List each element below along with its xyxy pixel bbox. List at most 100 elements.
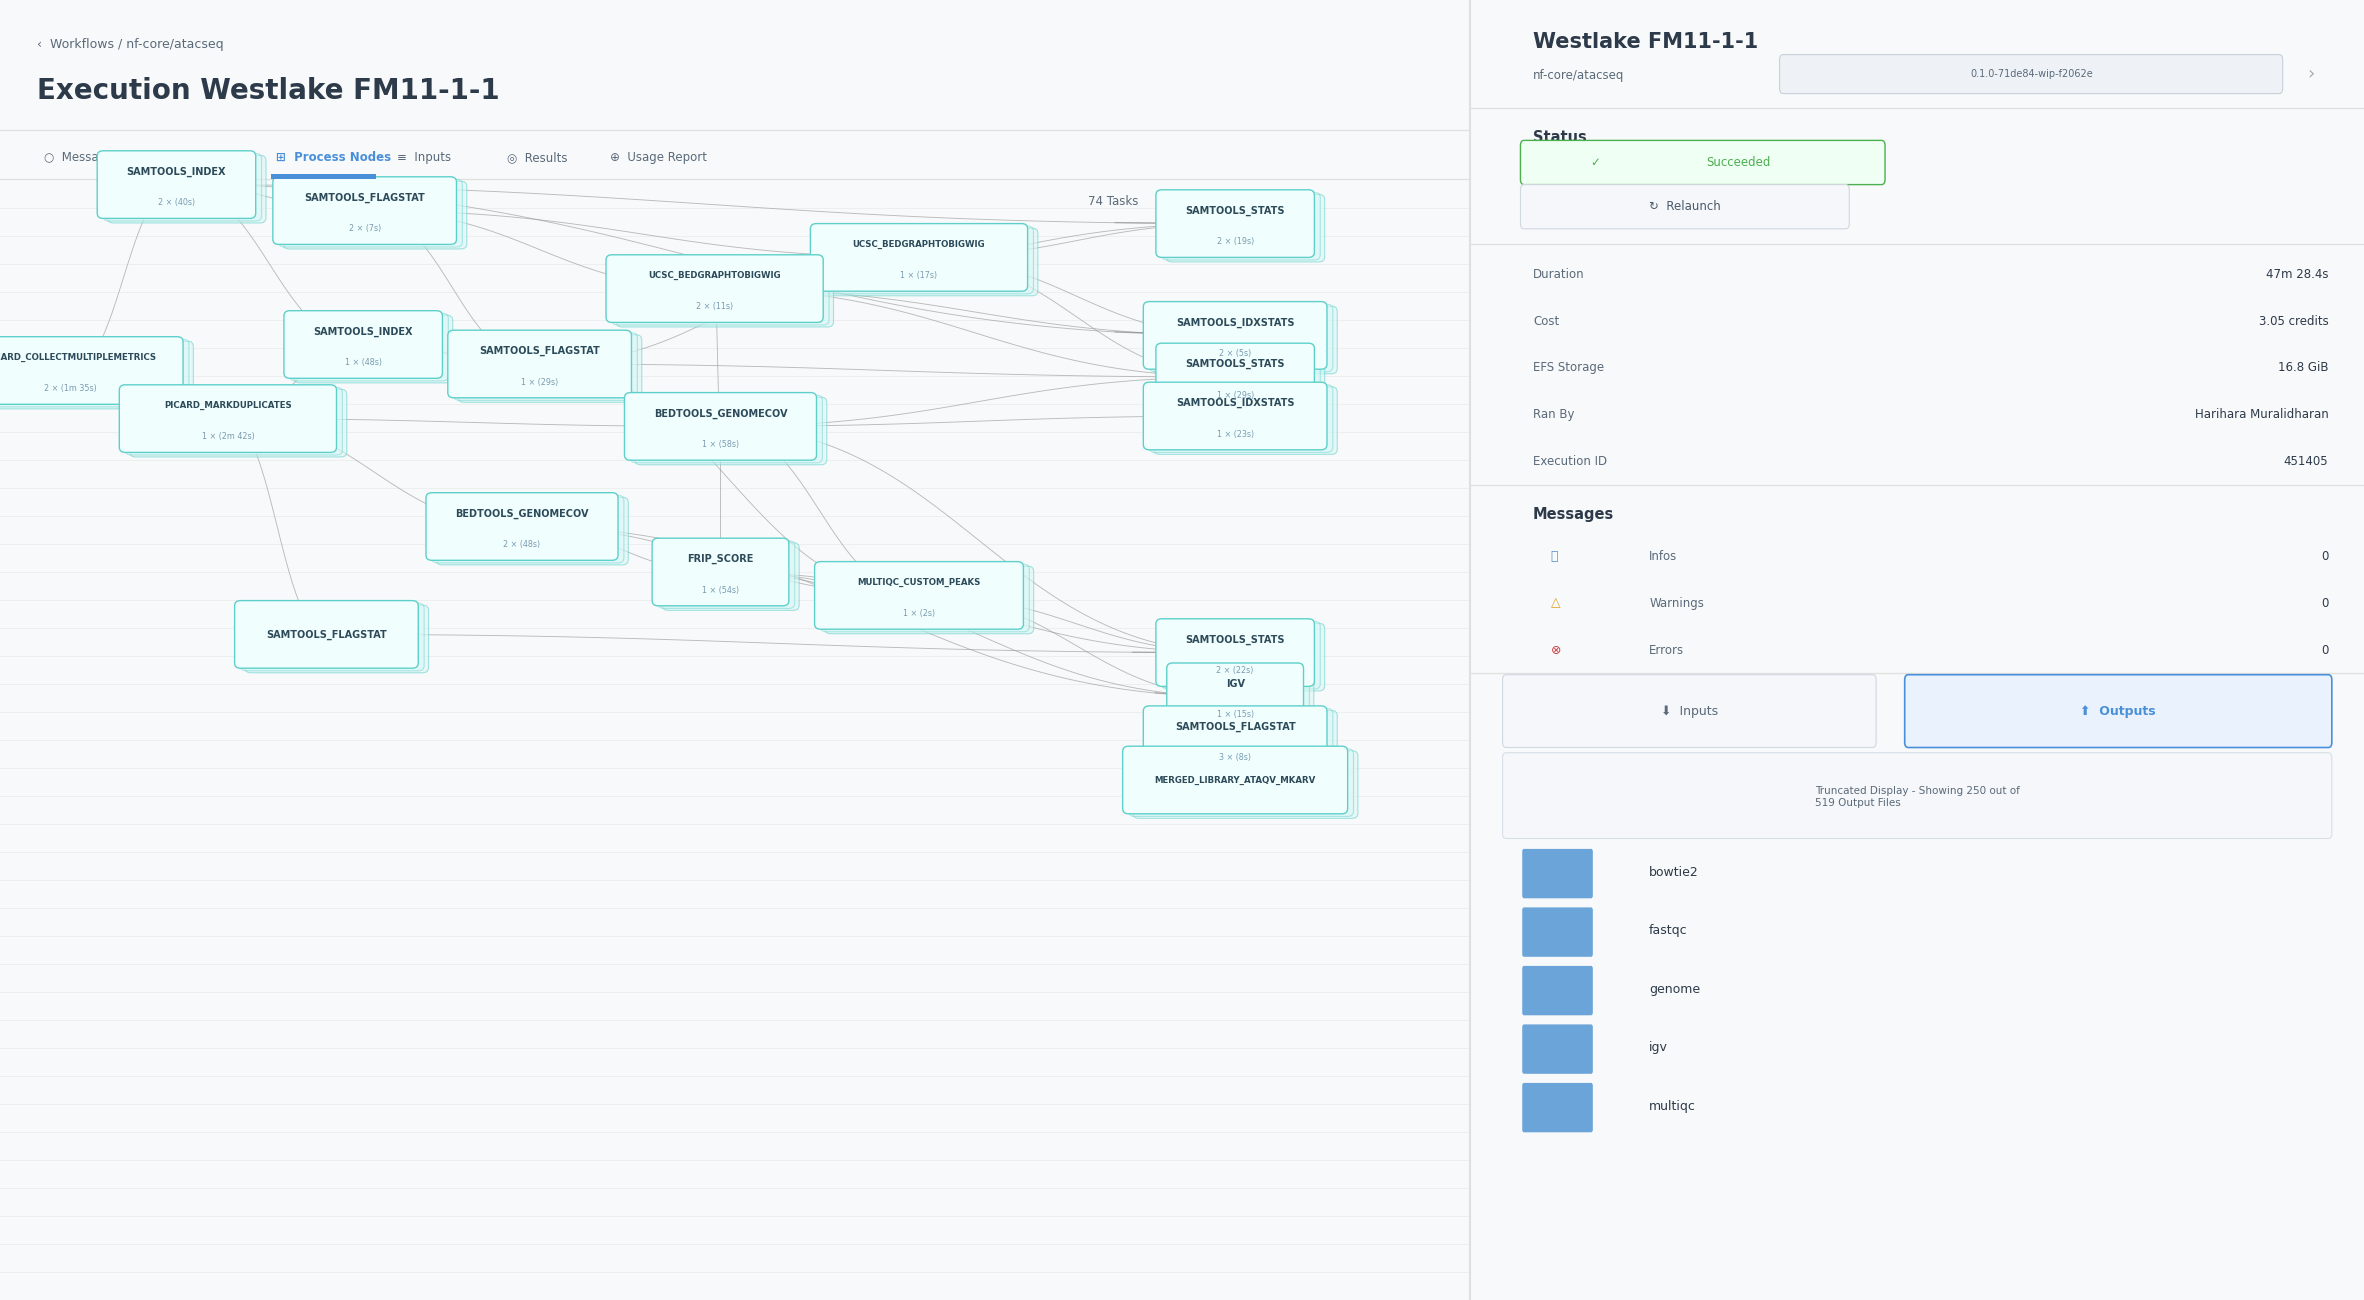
FancyBboxPatch shape	[1154, 710, 1338, 777]
FancyBboxPatch shape	[605, 255, 823, 322]
Text: ⊕  Usage Report: ⊕ Usage Report	[610, 151, 707, 164]
FancyBboxPatch shape	[1165, 347, 1324, 416]
Text: 1 × (17s): 1 × (17s)	[901, 272, 939, 280]
FancyBboxPatch shape	[1522, 1083, 1593, 1132]
FancyBboxPatch shape	[631, 395, 823, 463]
FancyBboxPatch shape	[437, 497, 629, 564]
Text: Cost: Cost	[1532, 315, 1560, 328]
Text: ✦  Graph & Logs: ✦ Graph & Logs	[147, 151, 243, 164]
Text: 1 × (54s): 1 × (54s)	[702, 586, 740, 594]
FancyBboxPatch shape	[820, 227, 1038, 295]
Text: 2 × (22s): 2 × (22s)	[1217, 667, 1253, 675]
FancyBboxPatch shape	[662, 542, 799, 610]
FancyBboxPatch shape	[234, 601, 418, 668]
Text: 3 × (8s): 3 × (8s)	[1220, 754, 1251, 762]
FancyBboxPatch shape	[825, 566, 1033, 633]
FancyBboxPatch shape	[0, 339, 189, 407]
Text: multiqc: multiqc	[1650, 1100, 1695, 1113]
Text: 1 × (29s): 1 × (29s)	[1217, 391, 1253, 399]
FancyBboxPatch shape	[1144, 382, 1326, 450]
Text: 1 × (29s): 1 × (29s)	[520, 378, 558, 386]
FancyBboxPatch shape	[1132, 751, 1357, 819]
Text: ⬆  Outputs: ⬆ Outputs	[2080, 705, 2156, 718]
Text: Infos: Infos	[1650, 550, 1678, 563]
FancyBboxPatch shape	[624, 393, 816, 460]
FancyBboxPatch shape	[1522, 849, 1593, 898]
Text: Duration: Duration	[1532, 268, 1584, 281]
Text: Warnings: Warnings	[1650, 597, 1704, 610]
FancyBboxPatch shape	[97, 151, 255, 218]
FancyBboxPatch shape	[1177, 668, 1314, 736]
FancyBboxPatch shape	[293, 315, 454, 382]
Text: Harihara Muralidharan: Harihara Muralidharan	[2194, 408, 2329, 421]
Text: 2 × (19s): 2 × (19s)	[1217, 238, 1253, 246]
FancyBboxPatch shape	[1156, 343, 1314, 411]
FancyBboxPatch shape	[0, 341, 194, 408]
Text: 47m 28.4s: 47m 28.4s	[2265, 268, 2329, 281]
Text: IGV: IGV	[1225, 679, 1243, 689]
Text: MERGED_LIBRARY_ATAQV_MKARV: MERGED_LIBRARY_ATAQV_MKARV	[1154, 775, 1317, 785]
Text: ⊗: ⊗	[1551, 644, 1560, 656]
FancyBboxPatch shape	[657, 541, 794, 608]
Text: ◎  Results: ◎ Results	[508, 151, 567, 164]
Text: UCSC_BEDGRAPHTOBIGWIG: UCSC_BEDGRAPHTOBIGWIG	[853, 239, 986, 250]
FancyBboxPatch shape	[816, 226, 1033, 294]
FancyBboxPatch shape	[1520, 140, 1884, 185]
Text: Execution ID: Execution ID	[1532, 455, 1608, 468]
FancyBboxPatch shape	[1504, 675, 1877, 748]
Text: Messages: Messages	[1532, 507, 1615, 523]
Text: PICARD_MARKDUPLICATES: PICARD_MARKDUPLICATES	[163, 400, 291, 411]
Text: 74 Tasks: 74 Tasks	[1087, 195, 1139, 208]
Text: 1 × (2m 42s): 1 × (2m 42s)	[201, 433, 255, 441]
Text: Errors: Errors	[1650, 644, 1683, 656]
Text: 0: 0	[2321, 644, 2329, 656]
FancyBboxPatch shape	[1156, 619, 1314, 686]
FancyBboxPatch shape	[1128, 749, 1355, 816]
Text: ≡  Filter By Status: ≡ Filter By Status	[1206, 195, 1312, 208]
FancyBboxPatch shape	[241, 603, 423, 671]
Text: SAMTOOLS_IDXSTATS: SAMTOOLS_IDXSTATS	[1175, 317, 1295, 328]
Text: △: △	[1551, 597, 1560, 610]
Text: SAMTOOLS_INDEX: SAMTOOLS_INDEX	[128, 166, 227, 177]
Text: SAMTOOLS_IDXSTATS: SAMTOOLS_IDXSTATS	[1175, 398, 1295, 408]
Text: SAMTOOLS_STATS: SAMTOOLS_STATS	[1184, 205, 1286, 216]
Text: ›: ›	[2307, 65, 2314, 83]
FancyBboxPatch shape	[447, 330, 631, 398]
FancyBboxPatch shape	[1504, 753, 2331, 838]
FancyBboxPatch shape	[284, 311, 442, 378]
Text: UCSC_BEDGRAPHTOBIGWIG: UCSC_BEDGRAPHTOBIGWIG	[648, 270, 780, 281]
FancyBboxPatch shape	[816, 562, 1024, 629]
FancyBboxPatch shape	[636, 396, 827, 464]
FancyBboxPatch shape	[1161, 192, 1319, 260]
Text: BEDTOOLS_GENOMECOV: BEDTOOLS_GENOMECOV	[655, 408, 787, 419]
Text: SAMTOOLS_FLAGSTAT: SAMTOOLS_FLAGSTAT	[267, 629, 388, 640]
Text: 1 × (48s): 1 × (48s)	[345, 359, 381, 367]
Text: ○  Messages: ○ Messages	[45, 151, 121, 164]
FancyBboxPatch shape	[284, 181, 466, 250]
Text: 2 × (40s): 2 × (40s)	[158, 199, 194, 207]
FancyBboxPatch shape	[0, 337, 182, 404]
FancyBboxPatch shape	[1161, 621, 1319, 689]
FancyBboxPatch shape	[1161, 346, 1319, 413]
FancyBboxPatch shape	[291, 313, 449, 381]
Text: SAMTOOLS_FLAGSTAT: SAMTOOLS_FLAGSTAT	[305, 192, 426, 203]
Text: Status: Status	[1532, 130, 1586, 146]
FancyBboxPatch shape	[246, 606, 428, 673]
Text: 1 × (23s): 1 × (23s)	[1217, 430, 1253, 438]
Text: FRIP_SCORE: FRIP_SCORE	[688, 554, 754, 564]
Text: 451405: 451405	[2284, 455, 2329, 468]
FancyBboxPatch shape	[1780, 55, 2284, 94]
FancyBboxPatch shape	[1520, 185, 1849, 229]
Text: 2 × (48s): 2 × (48s)	[504, 541, 541, 549]
FancyBboxPatch shape	[279, 179, 463, 247]
Text: 1 × (15s): 1 × (15s)	[1217, 711, 1253, 719]
Text: ≡  Inputs: ≡ Inputs	[397, 151, 452, 164]
FancyBboxPatch shape	[1522, 1024, 1593, 1074]
Text: 2 × (11s): 2 × (11s)	[695, 303, 733, 311]
Text: ✓: ✓	[1591, 156, 1600, 169]
Text: 2 × (7s): 2 × (7s)	[348, 225, 381, 233]
FancyBboxPatch shape	[1154, 386, 1338, 454]
FancyBboxPatch shape	[652, 538, 790, 606]
Text: bowtie2: bowtie2	[1650, 866, 1700, 879]
Text: Ran By: Ran By	[1532, 408, 1574, 421]
